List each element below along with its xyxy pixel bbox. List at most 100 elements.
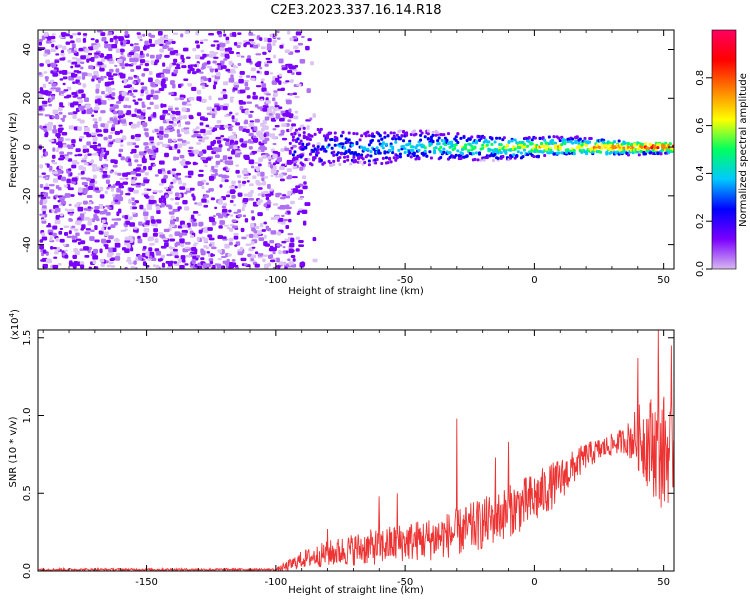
heat-cell [299, 139, 303, 143]
heat-cell [220, 135, 225, 138]
heat-cell [118, 96, 124, 102]
heat-cell [232, 225, 238, 229]
y-tick-label: 1.0 [22, 408, 33, 424]
heat-cell [184, 263, 189, 266]
heat-cell [206, 145, 213, 151]
heat-cell [181, 65, 187, 69]
heat-cell [426, 137, 430, 141]
heat-cell [154, 222, 158, 228]
heat-cell [84, 48, 89, 53]
heat-cell [116, 187, 121, 193]
heat-cell [129, 43, 134, 47]
heat-cell [189, 67, 195, 72]
heat-cell [353, 160, 357, 164]
heat-cell [61, 131, 68, 136]
heat-cell [106, 81, 112, 86]
heat-cell [222, 236, 227, 239]
heat-cell [481, 143, 485, 147]
heat-cell [39, 164, 43, 169]
heat-cell [279, 44, 284, 49]
heat-cell [144, 40, 149, 46]
heat-cell [108, 235, 114, 240]
heat-cell [270, 168, 277, 174]
heat-cell [257, 199, 263, 203]
heat-cell [136, 122, 140, 128]
heat-cell [250, 165, 255, 169]
heat-cell [179, 97, 185, 101]
heat-cell [38, 91, 44, 94]
heat-cell [235, 267, 240, 269]
spectrogram-y-axis-label: Frequency (Hz) [8, 112, 19, 188]
heat-cell [260, 78, 265, 82]
heat-cell [288, 248, 294, 254]
heat-cell [176, 63, 181, 68]
heat-cell [290, 132, 294, 136]
heat-cell [273, 92, 278, 97]
heat-cell [381, 142, 385, 146]
heat-cell [277, 217, 284, 222]
heat-cell [264, 63, 269, 67]
heat-cell [178, 179, 182, 185]
heat-cell [149, 43, 156, 47]
heat-cell [295, 248, 300, 252]
heat-cell [292, 188, 299, 193]
heat-cell [62, 82, 66, 86]
heat-cell [206, 251, 211, 254]
heat-cell [198, 151, 203, 157]
heat-cell [557, 136, 561, 140]
heat-cell [375, 146, 379, 150]
heat-cell [212, 169, 218, 173]
heat-cell [53, 124, 57, 130]
heat-cell [154, 39, 158, 45]
heat-cell [212, 60, 217, 64]
spectrogram-heatmap [38, 30, 674, 269]
heat-cell [275, 114, 281, 119]
heat-cell [81, 105, 86, 109]
heat-cell [168, 205, 173, 210]
heat-cell [100, 64, 107, 69]
heat-cell [168, 121, 174, 124]
heat-cell [77, 126, 82, 132]
heat-cell [38, 105, 43, 111]
heat-cell [653, 144, 657, 148]
heat-cell [204, 84, 209, 87]
heat-cell [248, 159, 254, 165]
heat-cell [174, 209, 179, 212]
heat-cell [263, 176, 269, 179]
heat-cell [43, 53, 48, 57]
colorbar-gradient [711, 29, 737, 270]
heat-cell [104, 190, 108, 195]
heat-cell [248, 122, 255, 128]
heat-cell [107, 77, 114, 80]
heat-cell [62, 76, 68, 80]
heat-cell [109, 38, 114, 43]
heat-cell [316, 147, 320, 151]
heat-cell [289, 242, 295, 248]
heat-cell [250, 240, 255, 245]
heat-cell [175, 110, 181, 116]
heat-cell [269, 164, 274, 169]
heat-cell [298, 133, 302, 137]
heat-cell [138, 151, 145, 156]
heat-cell [157, 30, 163, 36]
spectrogram-x-axis-label: Height of straight line (km) [288, 286, 424, 297]
heat-cell [193, 242, 199, 245]
heat-cell [298, 244, 305, 247]
heat-cell [151, 145, 156, 150]
heat-cell [264, 70, 269, 76]
heat-cell [58, 111, 63, 115]
heat-cell [92, 118, 98, 122]
heat-cell [48, 81, 52, 85]
heat-cell [51, 161, 56, 164]
heat-cell [202, 160, 209, 164]
heat-cell [215, 136, 222, 140]
heat-cell [363, 160, 367, 164]
heat-cell [254, 263, 260, 268]
heat-cell [277, 157, 283, 162]
heat-cell [57, 199, 61, 203]
heat-cell [71, 61, 78, 65]
heat-cell [106, 186, 110, 190]
heat-cell [202, 263, 208, 268]
heat-cell [79, 261, 85, 266]
colorbar-tick-label: 0.2 [695, 213, 706, 229]
